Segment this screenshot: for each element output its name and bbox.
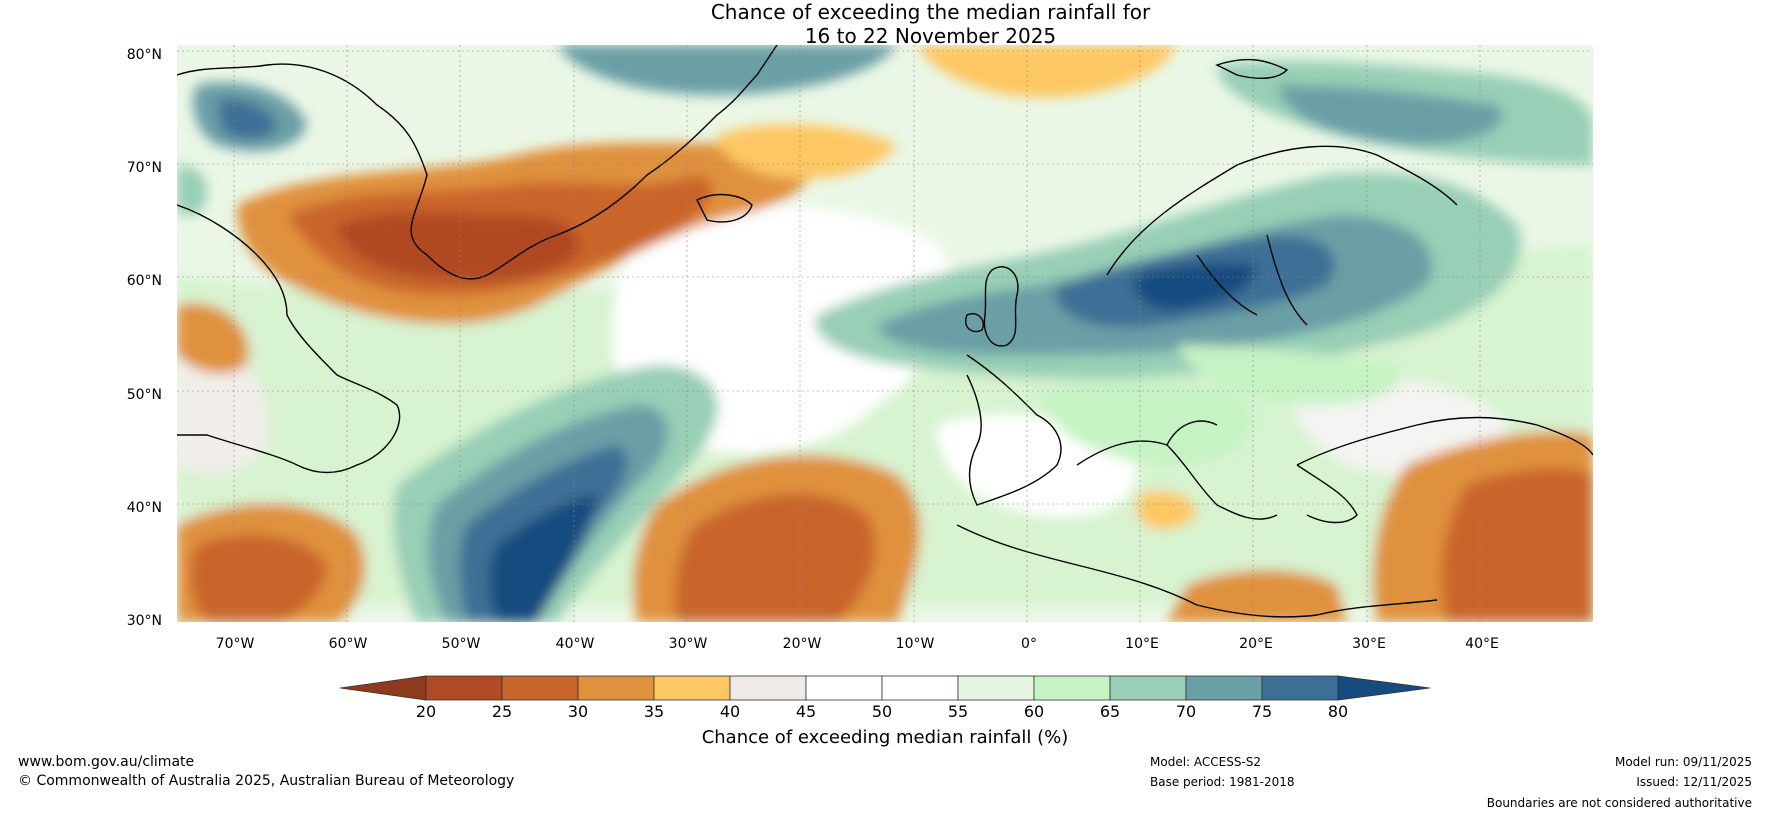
model-name: Model: ACCESS-S2 [1150,755,1262,769]
lon-label-40w: 40°W [555,636,595,652]
colorbar-bin-55-60 [957,675,1035,701]
lon-label-0: 0° [1021,636,1037,652]
issued-date: Issued: 12/11/2025 [1636,775,1752,789]
probability-field [177,45,1593,622]
colorbar-bin-60-65 [1033,675,1111,701]
graticule [177,45,1593,622]
colorbar-bin-45-50 [805,675,883,701]
lon-label-10w: 10°W [895,636,935,652]
colorbar-bin-30-35 [577,675,655,701]
colorbar-bin-75-80 [1261,675,1339,701]
lon-label-20e: 20°E [1239,636,1273,652]
colorbar-bin-70-75 [1185,675,1263,701]
title-line-2: 16 to 22 November 2025 [804,24,1057,48]
colorbar-high-extend [1337,675,1431,701]
colorbar-bin-40-45 [729,675,807,701]
colorbar-tick-75: 75 [1251,702,1273,721]
lat-label-60n: 60°N [126,273,162,289]
map-title: Chance of exceeding the median rainfall … [0,0,1770,48]
colorbar-low-extend [339,675,427,701]
colorbar-label: Chance of exceeding median rainfall (%) [701,727,1069,748]
base-period: Base period: 1981-2018 [1150,775,1295,789]
lon-label-30w: 30°W [668,636,708,652]
colorbar-tick-70: 70 [1175,702,1197,721]
colorbar [339,675,1431,701]
website-link[interactable]: www.bom.gov.au/climate [18,754,195,770]
colorbar-bin-25-30 [501,675,579,701]
copyright-notice: © Commonwealth of Australia 2025, Austra… [18,773,515,789]
lat-label-30n: 30°N [126,613,162,629]
lon-label-50w: 50°W [441,636,481,652]
colorbar-tick-80: 80 [1327,702,1349,721]
lon-label-60w: 60°W [328,636,368,652]
colorbar-tick-35: 35 [643,702,665,721]
rainfall-probability-map [177,45,1593,622]
colorbar-tick-40: 40 [719,702,741,721]
colorbar-tick-25: 25 [491,702,513,721]
colorbar-tick-30: 30 [567,702,589,721]
lon-label-40e: 40°E [1465,636,1499,652]
colorbar-bin-20-25 [425,675,503,701]
colorbar-bin-35-40 [653,675,731,701]
lat-label-50n: 50°N [126,387,162,403]
colorbar-tick-60: 60 [1023,702,1045,721]
lat-label-40n: 40°N [126,500,162,516]
coastlines [177,45,1593,618]
lon-label-30e: 30°E [1352,636,1386,652]
lon-label-10e: 10°E [1125,636,1159,652]
model-run-date: Model run: 09/11/2025 [1614,755,1752,769]
lon-label-70w: 70°W [215,636,255,652]
title-line-1: Chance of exceeding the median rainfall … [710,0,1151,24]
colorbar-tick-55: 55 [947,702,969,721]
boundary-disclaimer: Boundaries are not considered authoritat… [1486,796,1752,810]
lat-label-70n: 70°N [126,160,162,176]
colorbar-tick-20: 20 [415,702,437,721]
lat-label-80n: 80°N [126,47,162,63]
colorbar-tick-45: 45 [795,702,817,721]
colorbar-tick-65: 65 [1099,702,1121,721]
colorbar-bin-50-55 [881,675,959,701]
colorbar-bin-65-70 [1109,675,1187,701]
lon-label-20w: 20°W [782,636,822,652]
colorbar-tick-50: 50 [871,702,893,721]
